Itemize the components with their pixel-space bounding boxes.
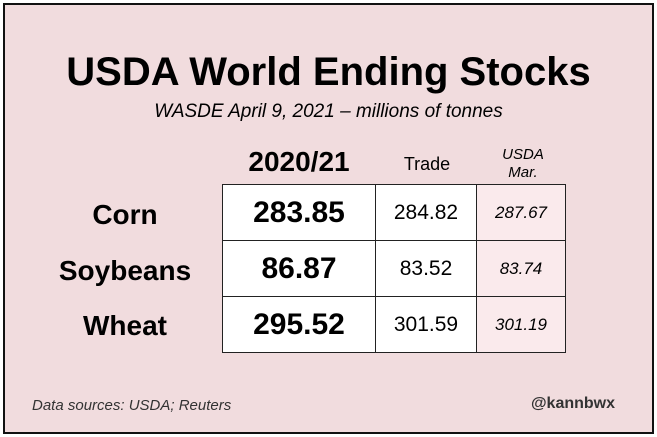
row-label-wheat: Wheat [83,310,167,341]
data-source-note: Data sources: USDA; Reuters [32,397,232,414]
author-handle: @kannbwx [530,395,615,412]
column-header-usda-mar-line-1: USDA [502,146,544,163]
table-row-corn: 283.85 284.82 287.67 [222,184,566,241]
cell-wheat-usda-mar: 301.19 [476,296,566,353]
chart-title: USDA World Ending Stocks [66,50,591,94]
stocks-table: 283.85 284.82 287.67 86.87 83.52 83.74 2… [222,184,566,353]
cell-corn-usda-mar: 287.67 [476,184,566,241]
chart-subtitle: WASDE April 9, 2021 – millions of tonnes [154,101,503,122]
column-header-usda-mar: USDA Mar. [478,146,568,182]
cell-corn-trade: 284.82 [375,184,477,241]
row-label-corn: Corn [92,199,158,230]
cell-wheat-trade: 301.59 [375,296,477,353]
column-header-usda-mar-line-2: Mar. [508,164,538,181]
column-header-trade: Trade [403,154,451,174]
cell-soybeans-trade: 83.52 [375,240,477,297]
table-row-wheat: 295.52 301.59 301.19 [222,296,566,353]
table-row-soybeans: 86.87 83.52 83.74 [222,240,566,297]
row-label-soybeans: Soybeans [58,255,192,286]
cell-corn-2020-21: 283.85 [222,184,376,241]
column-header-2020-21: 2020/21 [248,146,350,177]
cell-wheat-2020-21: 295.52 [222,296,376,353]
cell-soybeans-2020-21: 86.87 [222,240,376,297]
cell-soybeans-usda-mar: 83.74 [476,240,566,297]
